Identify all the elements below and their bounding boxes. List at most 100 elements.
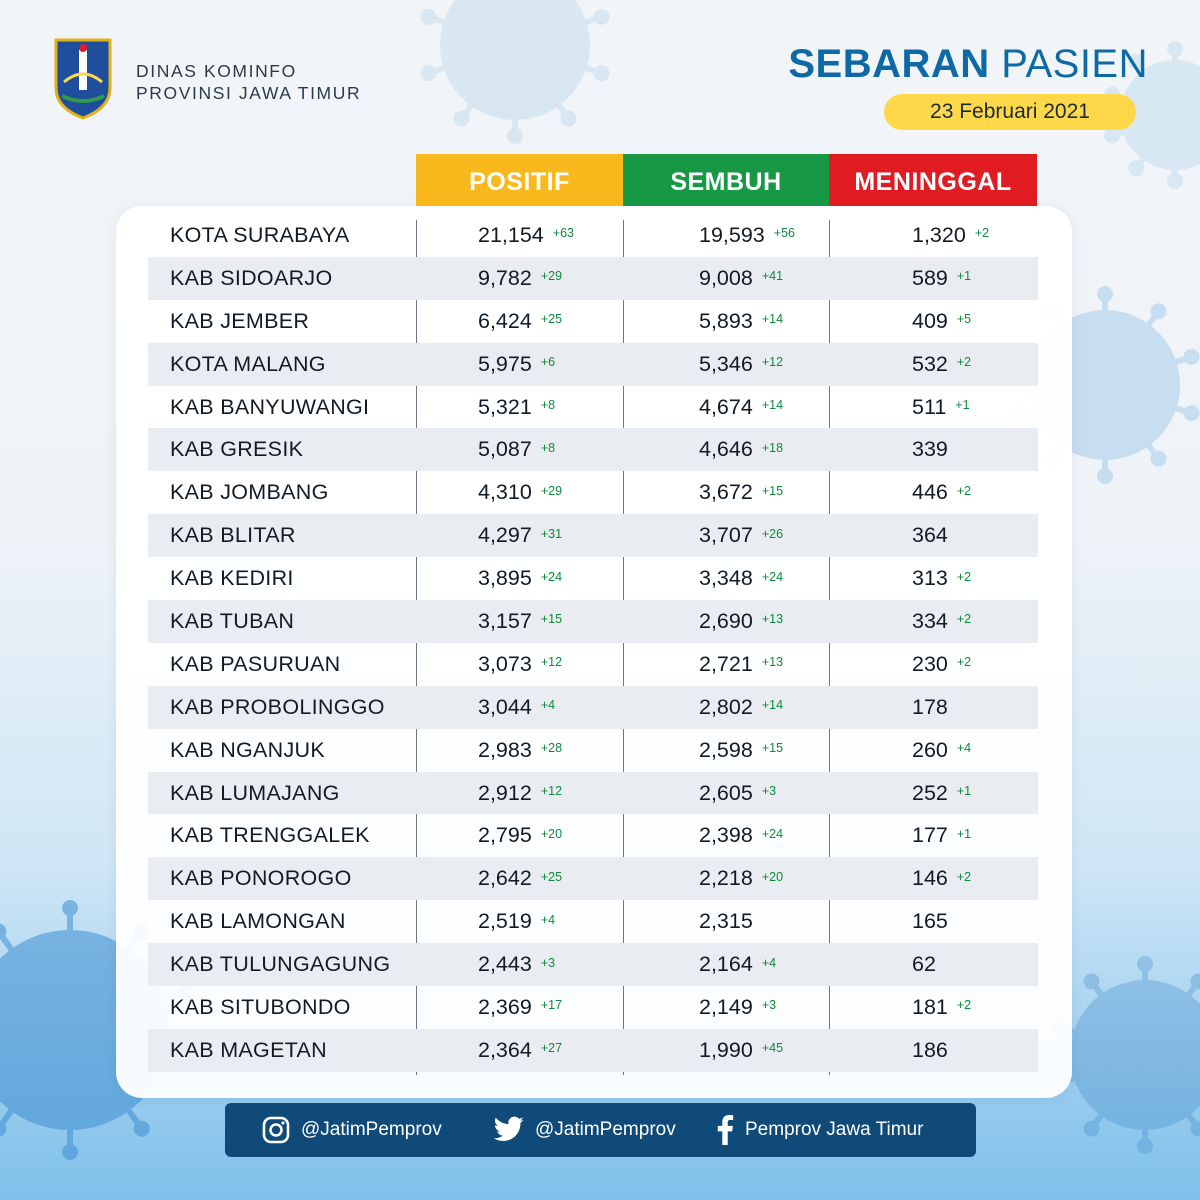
sembuh-delta: +14 <box>761 698 784 713</box>
meninggal-delta: +4 <box>956 741 972 756</box>
meninggal-value: 409 <box>912 308 948 333</box>
positif-delta: +8 <box>540 398 556 412</box>
column-header-positif: POSITIF <box>416 154 623 206</box>
positif-value: 21,154 <box>478 222 544 247</box>
meninggal-value: 178 <box>912 694 948 719</box>
meninggal-value: 252 <box>912 780 948 805</box>
social-footer: @JatimPemprov @JatimPemprov Pemprov Jawa… <box>225 1103 976 1157</box>
positif-value: 4,310 <box>478 480 532 505</box>
meninggal-cell: 178 <box>912 686 957 729</box>
positif-cell: 2,369 +17 <box>478 986 562 1029</box>
positif-value: 3,044 <box>478 694 532 719</box>
sembuh-value: 2,149 <box>699 994 753 1019</box>
sembuh-delta: +15 <box>761 483 784 498</box>
table-row: KAB BLITAR 4,297 +31 3,707 +26 364 <box>148 514 1038 558</box>
twitter-link[interactable]: @JatimPemprov <box>493 1103 676 1157</box>
meninggal-cell: 1,320 +2 <box>912 214 989 257</box>
meninggal-value: 260 <box>912 737 948 762</box>
positif-cell: 6,424 +25 <box>478 300 562 343</box>
column-divider <box>623 220 624 1075</box>
meninggal-cell: 364 <box>912 514 957 557</box>
sembuh-value: 2,598 <box>699 737 753 762</box>
positif-cell: 3,157 +15 <box>478 600 562 643</box>
positif-cell: 2,519 +4 <box>478 900 555 943</box>
meninggal-value: 589 <box>912 265 948 290</box>
positif-delta: +12 <box>540 655 563 670</box>
meninggal-value: 334 <box>912 608 948 633</box>
meninggal-delta: +2 <box>956 569 972 584</box>
meninggal-cell: 532 +2 <box>912 343 971 386</box>
sembuh-delta: +4 <box>761 955 777 970</box>
sembuh-value: 1,990 <box>699 1037 753 1062</box>
positif-value: 6,424 <box>478 308 532 333</box>
org-line-2: PROVINSI JAWA TIMUR <box>136 83 362 103</box>
positif-delta: +6 <box>540 355 556 370</box>
meninggal-delta: +5 <box>956 312 972 327</box>
meninggal-value: 446 <box>912 480 948 505</box>
table-row: KAB TRENGGALEK 2,795 +20 2,398 +24 177 +1 <box>148 814 1038 857</box>
positif-delta: +12 <box>540 784 563 799</box>
table-row: KAB GRESIK 5,087 +8 4,646 +18 339 <box>148 428 1038 472</box>
sembuh-value: 3,707 <box>699 523 753 548</box>
region-name: KAB SITUBONDO <box>170 994 351 1019</box>
sembuh-cell: 2,149 +3 <box>699 986 776 1029</box>
region-name: KAB KEDIRI <box>170 566 294 591</box>
region-name: KAB PROBOLINGGO <box>170 694 385 719</box>
meninggal-cell: 334 +2 <box>912 600 971 643</box>
meninggal-delta: +2 <box>956 655 972 670</box>
table-row: KAB SITUBONDO 2,369 +17 2,149 +3 181 +2 <box>148 986 1038 1029</box>
sembuh-delta: +12 <box>761 355 784 370</box>
table-row: KAB PASURUAN 3,073 +12 2,721 +13 230 +2 <box>148 643 1038 686</box>
meninggal-value: 62 <box>912 952 936 977</box>
sembuh-delta: +20 <box>761 869 784 884</box>
positif-cell: 2,983 +28 <box>478 729 562 772</box>
sembuh-delta: +13 <box>761 655 784 670</box>
sembuh-value: 4,674 <box>699 394 753 419</box>
column-header-sembuh: SEMBUH <box>623 154 829 206</box>
positif-value: 5,975 <box>478 351 532 376</box>
sembuh-value: 2,218 <box>699 866 753 891</box>
meninggal-delta: +2 <box>974 226 990 241</box>
table-row: KAB PONOROGO 2,642 +25 2,218 +20 146 +2 <box>148 857 1038 901</box>
meninggal-cell: 186 <box>912 1029 957 1072</box>
meninggal-cell: 146 +2 <box>912 857 971 900</box>
meninggal-cell: 589 +1 <box>912 257 971 300</box>
meninggal-delta: +2 <box>956 869 972 884</box>
sembuh-cell: 9,008 +41 <box>699 257 783 300</box>
sembuh-delta: +24 <box>761 569 784 584</box>
column-header-meninggal: MENINGGAL <box>829 154 1037 206</box>
positif-cell: 2,642 +25 <box>478 857 562 900</box>
facebook-link[interactable]: Pemprov Jawa Timur <box>715 1103 923 1157</box>
meninggal-cell: 313 +2 <box>912 557 971 600</box>
sembuh-value: 2,802 <box>699 694 753 719</box>
sembuh-cell: 2,721 +13 <box>699 643 783 686</box>
meninggal-cell: 409 +5 <box>912 300 971 343</box>
positif-cell: 3,073 +12 <box>478 643 562 686</box>
sembuh-value: 2,398 <box>699 823 753 848</box>
sembuh-cell: 5,346 +12 <box>699 343 783 386</box>
instagram-link[interactable]: @JatimPemprov <box>261 1103 442 1157</box>
positif-value: 2,983 <box>478 737 532 762</box>
region-name: KAB TUBAN <box>170 608 295 633</box>
positif-cell: 3,895 +24 <box>478 557 562 600</box>
region-name: KAB TULUNGAGUNG <box>170 952 391 977</box>
meninggal-value: 364 <box>912 523 948 548</box>
positif-value: 3,073 <box>478 651 532 676</box>
positif-cell: 4,297 +31 <box>478 514 562 557</box>
table-row: KAB SIDOARJO 9,782 +29 9,008 +41 589 +1 <box>148 256 1038 300</box>
meninggal-delta: +2 <box>956 612 972 627</box>
table-row: KAB PROBOLINGGO 3,044 +4 2,802 +14 178 <box>148 685 1038 729</box>
sembuh-cell: 2,690 +13 <box>699 600 783 643</box>
meninggal-delta: +2 <box>956 998 972 1013</box>
table-row: KAB KEDIRI 3,895 +24 3,348 +24 313 +2 <box>148 557 1038 600</box>
positif-delta: +24 <box>540 569 563 584</box>
organization-name: DINAS KOMINFO PROVINSI JAWA TIMUR <box>136 60 361 104</box>
org-line-1: DINAS KOMINFO <box>136 61 297 81</box>
positif-value: 2,364 <box>478 1037 532 1062</box>
positif-cell: 2,795 +20 <box>478 814 562 857</box>
positif-value: 9,782 <box>478 265 532 290</box>
region-name: KAB SIDOARJO <box>170 265 333 290</box>
positif-cell: 5,975 +6 <box>478 343 555 386</box>
positif-delta: +28 <box>540 741 563 756</box>
